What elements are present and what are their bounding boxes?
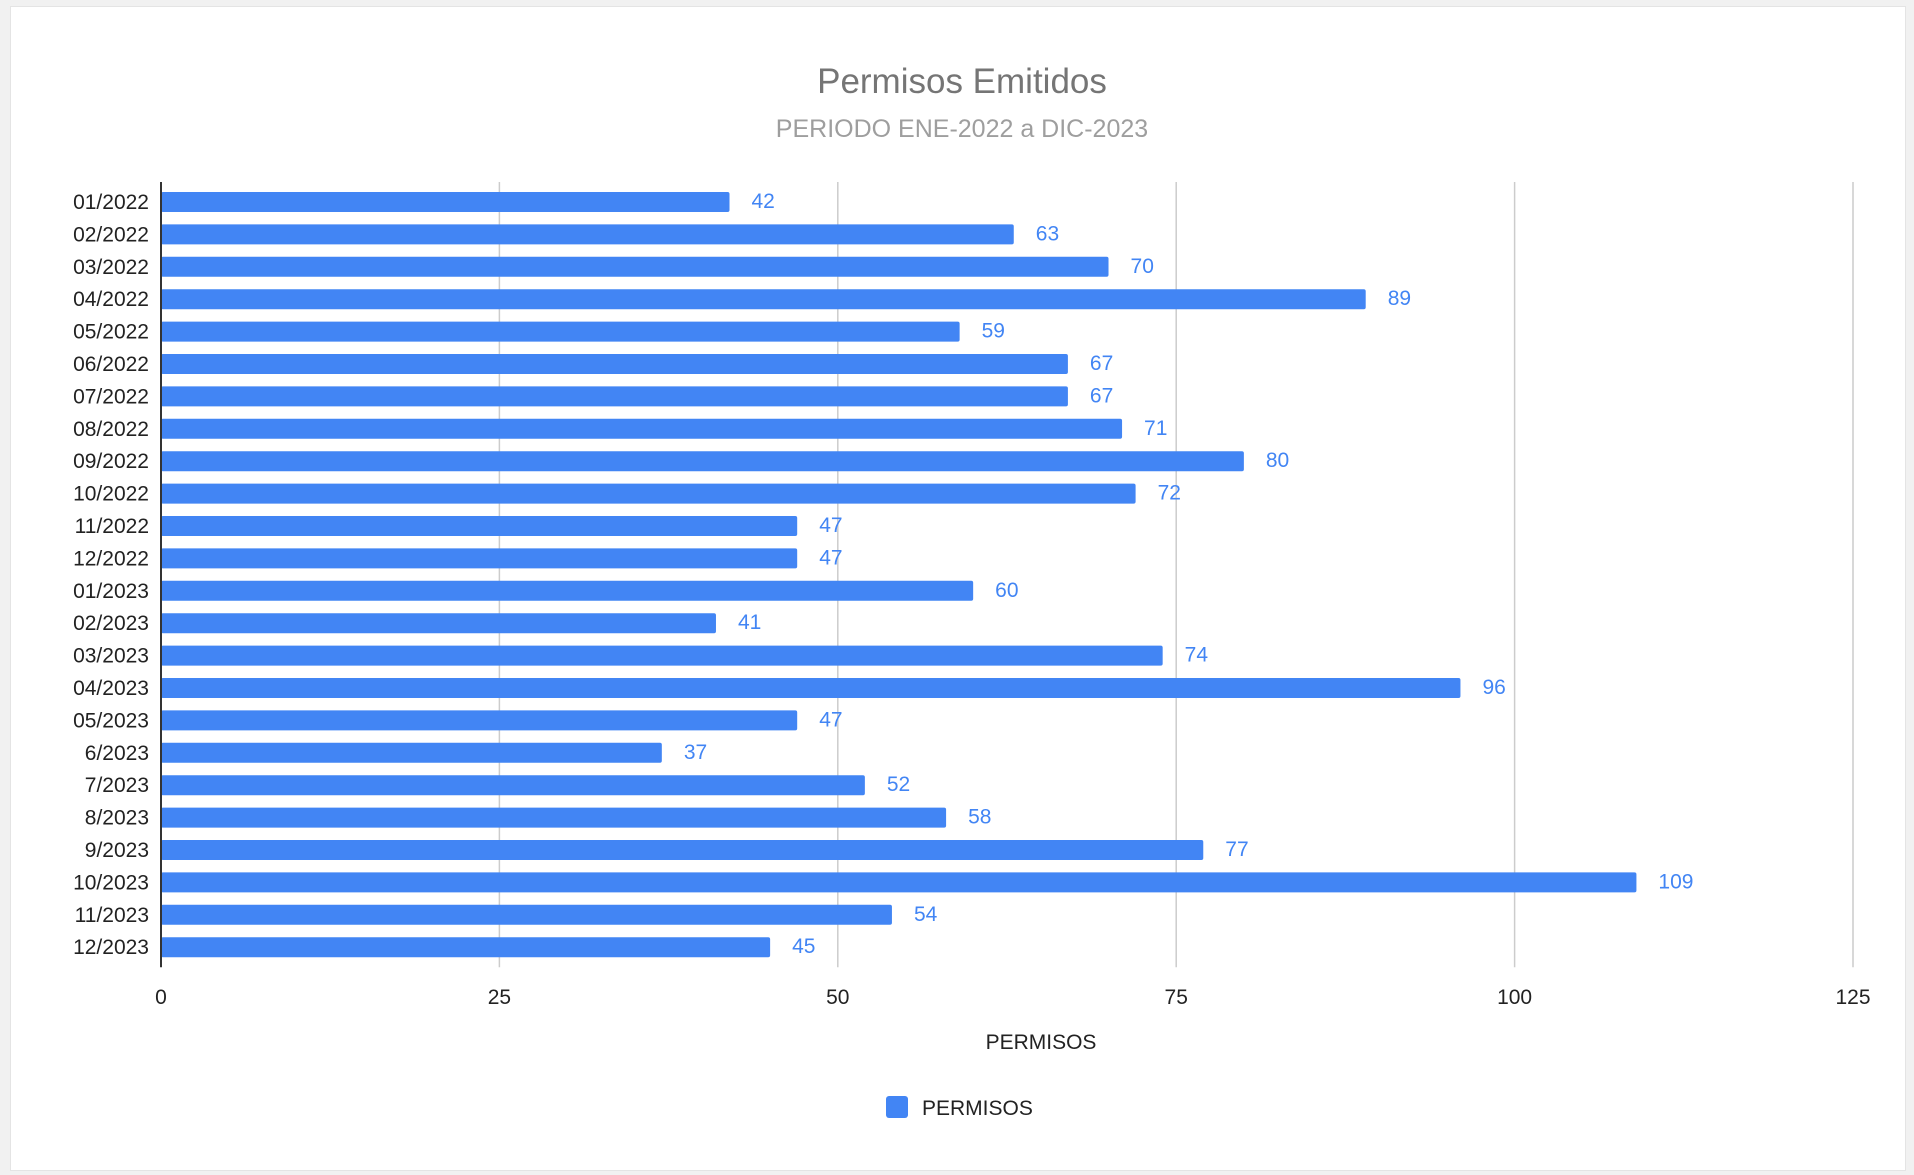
bar [161,256,1109,277]
data-label: 41 [738,611,761,634]
category-label: 02/2023 [73,612,149,635]
bar [161,580,974,601]
data-label: 47 [819,708,842,731]
data-label: 80 [1266,449,1289,472]
bar [161,192,730,212]
data-label: 71 [1144,417,1167,440]
data-label: 60 [995,579,1018,602]
category-label: 10/2022 [73,483,149,506]
category-label: 05/2023 [73,709,149,732]
bar [161,613,716,634]
category-label: 7/2023 [85,774,149,797]
data-label: 54 [914,903,938,926]
category-label: 04/2023 [73,677,149,700]
data-label: 96 [1482,676,1505,699]
x-tick-label: 50 [826,986,849,1009]
category-labels: 01/2022 02/2022 03/2022 04/2022 05/2022 06/20… [73,191,149,959]
legend-swatch [886,1096,908,1118]
bar [161,548,798,569]
legend-label: PERMISOS [922,1097,1033,1120]
bar [161,904,892,925]
data-label: 74 [1185,644,1209,667]
bar [161,775,865,796]
bar [161,451,1244,472]
bar [161,872,1637,893]
chart-title: Permisos Emitidos [817,62,1107,101]
data-label: 42 [752,190,775,213]
data-label: 89 [1388,287,1411,310]
category-label: 03/2022 [73,256,149,279]
bar [161,386,1068,407]
category-label: 12/2023 [73,936,149,959]
data-label: 52 [887,773,910,796]
data-label: 45 [792,935,815,958]
x-tick-label: 100 [1497,986,1532,1009]
category-label: 07/2022 [73,385,149,408]
bar [161,807,947,828]
bar [161,483,1136,504]
bar [161,678,1461,698]
category-label: 11/2023 [75,904,149,927]
bar-chart: Permisos Emitidos PERIODO ENE-2022 a DIC… [73,62,1870,1120]
category-label: 11/2022 [75,515,149,538]
bar [161,742,662,763]
category-label: 12/2022 [73,547,149,570]
data-label: 109 [1658,870,1693,893]
x-axis-title: PERMISOS [986,1031,1097,1054]
category-label: 06/2022 [73,353,149,376]
category-label: 10/2023 [73,871,149,894]
category-label: 04/2022 [73,288,149,311]
data-label: 70 [1131,255,1154,278]
data-label: 58 [968,806,991,829]
category-label: 8/2023 [85,807,149,830]
bar [161,937,771,958]
x-tick-label: 125 [1835,986,1870,1009]
bar [161,710,798,731]
category-label: 6/2023 [85,742,149,765]
x-tick-label: 75 [1165,986,1188,1009]
data-label: 63 [1036,222,1059,245]
data-label: 72 [1158,482,1181,505]
bar [161,418,1123,439]
bar [161,354,1068,374]
category-label: 02/2022 [73,223,149,246]
x-tick-label: 25 [488,986,511,1009]
bar [161,516,798,536]
category-label: 03/2023 [73,645,149,668]
category-label: 09/2022 [73,450,149,473]
chart-subtitle: PERIODO ENE-2022 a DIC-2023 [776,115,1148,143]
bar [161,224,1014,245]
data-label: 47 [819,514,842,537]
category-label: 05/2022 [73,321,149,344]
category-label: 9/2023 [85,839,149,862]
data-label: 37 [684,741,707,764]
bars [161,192,1637,958]
data-labels: 42 63 70 89 59 67 67 71 80 72 47 47 60 41 74 96 47 37 52 58… [684,190,1694,958]
category-label: 01/2022 [73,191,149,214]
legend: PERMISOS [886,1096,1033,1120]
bar [161,645,1163,666]
bar [161,289,1366,310]
data-label: 67 [1090,384,1113,407]
data-label: 77 [1225,838,1248,861]
bar [161,321,960,342]
x-tick-label: 0 [155,986,167,1009]
category-label: 01/2023 [73,580,149,603]
data-label: 59 [982,320,1005,343]
gridlines [498,182,1854,968]
data-label: 67 [1090,352,1113,375]
x-tick-labels: 0 25 50 75 100 125 [155,986,1870,1009]
data-label: 47 [819,546,842,569]
bar [161,840,1204,860]
category-label: 08/2022 [73,418,149,441]
chart-card: Permisos Emitidos PERIODO ENE-2022 a DIC… [10,6,1906,1171]
